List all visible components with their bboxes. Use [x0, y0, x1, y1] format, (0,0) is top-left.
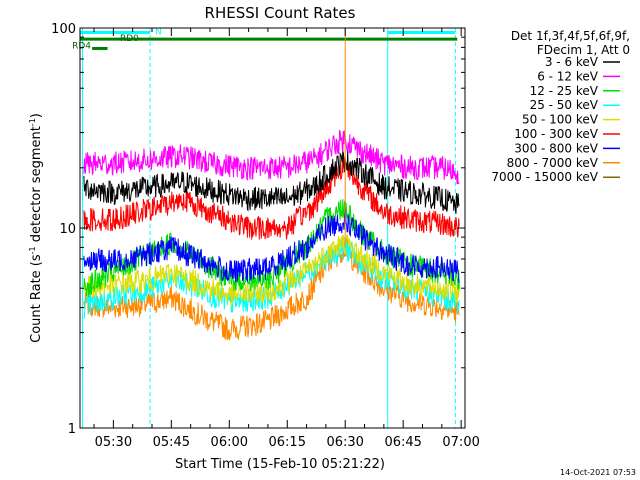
chart-title: RHESSI Count Rates — [205, 4, 356, 22]
series-line — [83, 150, 460, 214]
x-tick-label: 07:00 — [442, 435, 479, 450]
x-tick-label: 05:45 — [153, 435, 190, 450]
legend-label: 12 - 25 keV — [530, 84, 599, 98]
svg-text:Count Rate (s-1 detector segme: Count Rate (s-1 detector segment-1) — [28, 113, 44, 343]
legend-label: 6 - 12 keV — [537, 69, 599, 83]
y-axis-label: Count Rate (s-1 detector segment-1) — [28, 113, 44, 343]
state-bar-label: RD0 — [120, 34, 139, 44]
legend: Det 1f,3f,4f,5f,6f,9f,FDecim 1, Att 03 -… — [491, 29, 630, 184]
legend-label: 7000 - 15000 keV — [491, 170, 598, 184]
state-bar-label: N — [155, 27, 162, 37]
x-axis-label: Start Time (15-Feb-10 05:21:22) — [175, 457, 385, 472]
x-tick-label: 06:45 — [384, 435, 421, 450]
x-tick-label: 05:30 — [95, 435, 132, 450]
series-line — [83, 233, 460, 307]
y-tick-label: 10 — [59, 222, 76, 237]
legend-label: 800 - 7000 keV — [507, 156, 599, 170]
x-tick-label: 06:30 — [326, 435, 363, 450]
legend-label: 3 - 6 keV — [545, 55, 599, 69]
timestamp: 14-Oct-2021 07:53 — [560, 468, 636, 477]
y-tick-label: 100 — [51, 22, 76, 37]
series-line — [83, 129, 460, 185]
legend-header: Det 1f,3f,4f,5f,6f,9f, — [511, 29, 630, 43]
axes: 1 10 100 05:30 05:45 06:00 06:15 06:30 06:45 07:0… — [51, 22, 480, 450]
y-tick-label: 1 — [68, 422, 76, 437]
legend-label: 25 - 50 keV — [530, 98, 599, 112]
legend-header: FDecim 1, Att 0 — [537, 43, 630, 57]
legend-label: 300 - 800 keV — [514, 141, 598, 155]
x-tick-label: 06:15 — [269, 435, 306, 450]
plot-area: N RD0 RD4 — [72, 27, 460, 428]
series-line — [83, 208, 460, 283]
series-line — [83, 155, 460, 240]
legend-label: 50 - 100 keV — [522, 113, 599, 127]
legend-label: 100 - 300 keV — [514, 127, 598, 141]
x-tick-label: 06:00 — [211, 435, 248, 450]
state-bar-label: RD4 — [72, 41, 91, 51]
